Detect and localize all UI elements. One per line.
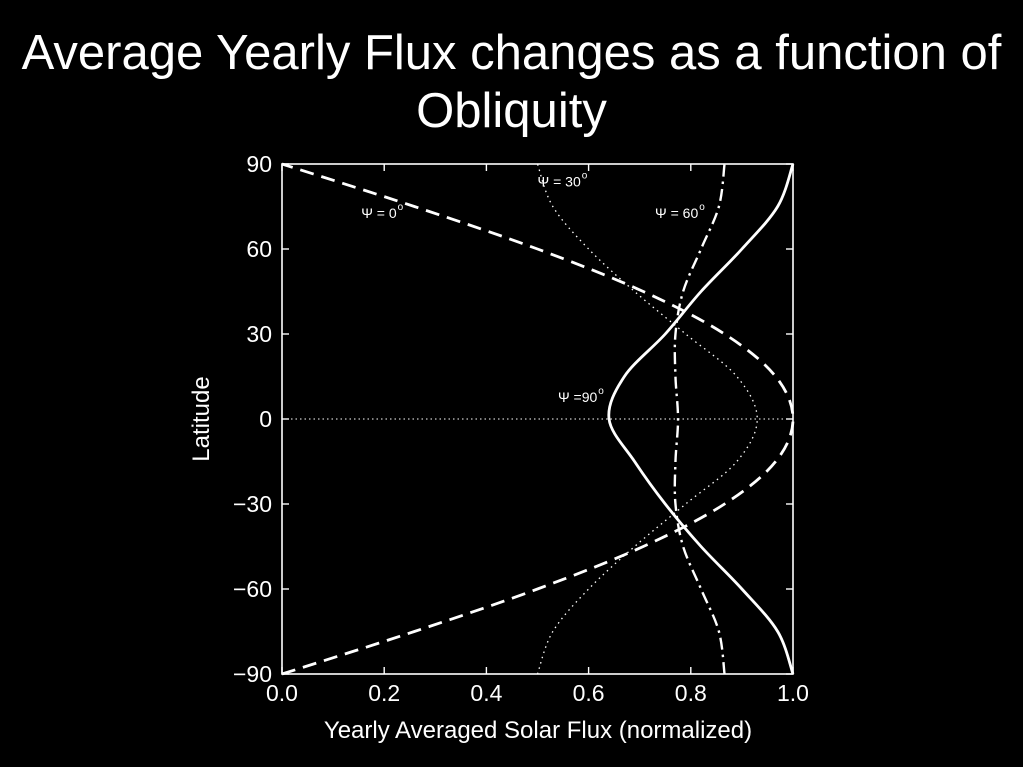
psi-60-curve (673, 163, 726, 675)
series-label: Ψ = 30 (538, 174, 581, 190)
y-tick-label: 60 (246, 236, 272, 262)
x-tick-label: 0.4 (470, 680, 502, 706)
y-tick-label: −60 (233, 576, 272, 602)
slide-title: Average Yearly Flux changes as a functio… (21, 26, 1002, 138)
x-axis-title: Yearly Averaged Solar Flux (normalized) (324, 717, 752, 744)
series-label: Ψ = 60 (655, 205, 698, 221)
annotations-layer: Ψ = 0 oΨ = 30 oΨ = 60 oΨ =90 o (361, 171, 705, 405)
x-tick-label: 0.6 (573, 680, 605, 706)
tick-labels-layer: 0.0 0.2 0.4 0.6 0.8 1.0 90 60 30 0 −30 −60 −90 (233, 151, 809, 706)
series-label-degree: o (598, 386, 604, 397)
y-tick-label: 90 (246, 151, 272, 177)
series-layer (281, 162, 795, 676)
y-tick-label: 0 (259, 406, 272, 432)
x-tick-label: 1.0 (777, 680, 809, 706)
series-label-degree: o (582, 171, 588, 182)
y-tick-label: 30 (246, 321, 272, 347)
x-tick-label: 0.0 (266, 680, 298, 706)
y-tick-label: −90 (233, 661, 272, 687)
x-tick-label: 0.8 (675, 680, 707, 706)
series-label: Ψ =90 (558, 389, 598, 405)
psi-90-curve (607, 163, 795, 675)
series-label-degree: o (398, 202, 404, 213)
psi-0-curve (281, 162, 795, 676)
y-axis-title: Latitude (188, 376, 215, 461)
x-tick-label: 0.2 (368, 680, 400, 706)
series-label: Ψ = 0 (361, 205, 397, 221)
series-label-degree: o (699, 202, 705, 213)
y-tick-label: −30 (233, 491, 272, 517)
